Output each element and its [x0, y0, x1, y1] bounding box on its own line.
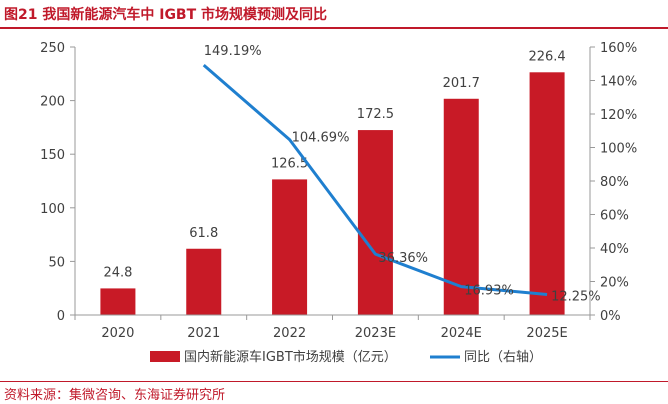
y-left-tick-label: 200	[40, 95, 65, 110]
bar-label-2025E: 226.4	[528, 49, 565, 64]
x-tick-label: 2021	[187, 326, 220, 341]
legend-label-line: 同比（右轴）	[464, 350, 542, 365]
y-right-tick-label: 120%	[600, 108, 637, 123]
bar-label-2022: 126.5	[271, 156, 308, 171]
x-tick-label: 2025E	[526, 326, 567, 341]
y-left-tick-label: 0	[57, 309, 65, 324]
bar-labels: 24.8 61.8 126.5 172.5 201.7 226.4	[103, 49, 565, 280]
footer-rule	[0, 381, 668, 382]
chart: 24.8 61.8 126.5 172.5 201.7 226.4 0 50 100 150 20…	[40, 41, 637, 365]
y-left-tick-label: 100	[40, 202, 65, 217]
bar-label-2021: 61.8	[189, 226, 218, 241]
line-label-2023E: 36.36%	[378, 251, 428, 266]
y-right-tick-labels: 0% 20% 40% 60% 80% 100% 120% 140% 160%	[590, 41, 637, 324]
bar-2025E	[529, 72, 565, 316]
x-tick-label: 2020	[101, 326, 134, 341]
bar-2024E	[443, 98, 479, 315]
legend: 国内新能源车IGBT市场规模（亿元） 同比（右轴）	[150, 349, 542, 365]
y-left-tick-labels: 0 50 100 150 200 250	[40, 41, 75, 324]
x-tick-labels: 2020 2021 2022 2023E 2024E 2025E	[74, 315, 591, 341]
bar-label-2020: 24.8	[103, 265, 132, 280]
line-label-2025E: 12.25%	[551, 289, 601, 304]
line-label-2022: 104.69%	[292, 131, 350, 146]
x-tick-label: 2023E	[355, 326, 396, 341]
line-series	[202, 63, 548, 296]
line-label-2021: 149.19%	[204, 44, 262, 59]
x-tick-label: 2022	[273, 326, 306, 341]
y-left-tick-label: 250	[40, 41, 65, 56]
y-right-tick-label: 0%	[600, 309, 621, 324]
y-right-tick-label: 20%	[600, 276, 629, 291]
yoy-line	[202, 63, 548, 296]
y-left-tick-label: 50	[48, 255, 65, 270]
legend-swatch-bar	[150, 351, 180, 362]
bar-2020	[100, 288, 136, 315]
y-right-tick-label: 80%	[600, 175, 629, 190]
y-right-tick-label: 40%	[600, 242, 629, 257]
title-rule	[0, 27, 668, 29]
y-left-tick-label: 150	[40, 148, 65, 163]
source-note: 资料来源：集微咨询、东海证券研究所	[4, 388, 226, 403]
bar-2022	[272, 179, 308, 315]
bar-series	[100, 72, 565, 316]
axis-lines	[74, 47, 591, 316]
line-label-2024E: 16.93%	[464, 284, 514, 299]
line-labels: 149.19% 104.69% 36.36% 16.93% 12.25%	[204, 44, 601, 304]
legend-label-bar: 国内新能源车IGBT市场规模（亿元）	[184, 349, 397, 365]
bar-label-2024E: 201.7	[443, 76, 480, 91]
y-right-tick-label: 140%	[600, 75, 637, 90]
y-right-tick-label: 60%	[600, 209, 629, 224]
y-right-tick-label: 160%	[600, 41, 637, 56]
y-right-tick-label: 100%	[600, 142, 637, 157]
figure-title: 图21 我国新能源汽车中 IGBT 市场规模预测及同比	[4, 7, 328, 23]
bar-label-2023E: 172.5	[357, 107, 394, 122]
bar-2021	[186, 248, 222, 315]
x-tick-label: 2024E	[441, 326, 482, 341]
bar-2023E	[357, 130, 393, 315]
